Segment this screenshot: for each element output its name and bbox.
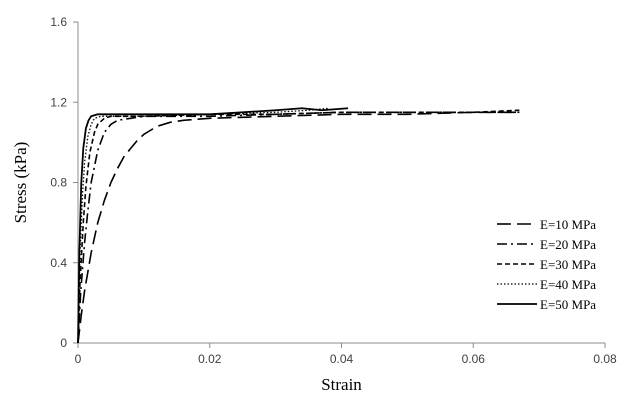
legend-label-1: E=10 MPa <box>540 217 596 232</box>
legend-label-4: E=40 MPa <box>540 277 596 292</box>
legend-label-5: E=50 MPa <box>540 297 596 312</box>
series-line-2 <box>77 111 520 344</box>
y-tick-label: 1.2 <box>50 95 67 109</box>
y-tick-label: 0.8 <box>50 176 67 190</box>
series-line-5 <box>77 107 349 344</box>
y-tick-label: 0 <box>60 336 67 350</box>
legend-label-3: E=30 MPa <box>540 257 596 272</box>
x-tick-label: 0.08 <box>593 352 617 366</box>
x-tick-label: 0.06 <box>462 352 486 366</box>
x-tick-label: 0.02 <box>198 352 222 366</box>
legend-label-2: E=20 MPa <box>540 237 596 252</box>
series-line-3 <box>77 109 520 344</box>
series-line-4 <box>77 107 329 344</box>
series-layer <box>77 107 520 344</box>
y-tick-label: 0.4 <box>50 256 67 270</box>
x-tick-label: 0 <box>75 352 82 366</box>
legend: E=10 MPa E=20 MPa E=30 MPa E=40 MPa E=50 MPa <box>497 217 596 312</box>
x-tick-label: 0.04 <box>330 352 354 366</box>
axes: 0 0.02 0.04 0.06 0.08 0 0.4 0.8 1.2 1.6 <box>50 15 617 366</box>
x-axis-title: Strain <box>321 375 362 394</box>
y-axis-title: Stress (kPa) <box>11 142 30 224</box>
series-line-1 <box>77 111 520 344</box>
y-tick-label: 1.6 <box>50 15 67 29</box>
